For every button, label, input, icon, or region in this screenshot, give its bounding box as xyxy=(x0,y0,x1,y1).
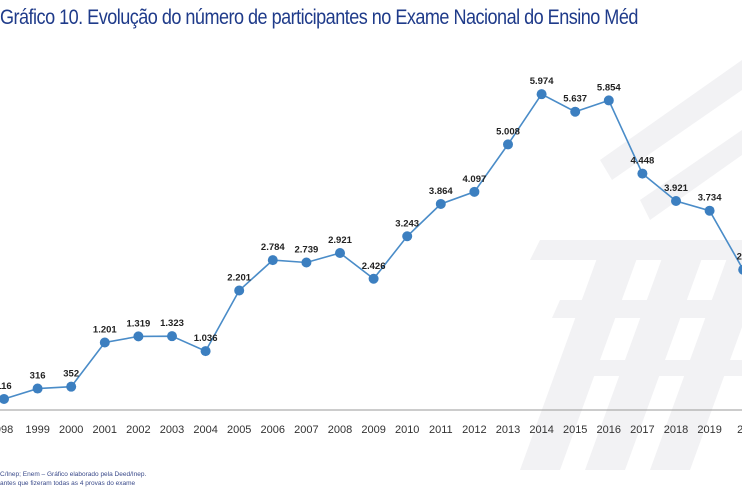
footnote-note: antes que fizeram todas as 4 provas do e… xyxy=(0,480,136,487)
x-tick-label: 2017 xyxy=(630,424,654,436)
data-point xyxy=(66,381,77,392)
data-label: 1.201 xyxy=(93,325,117,336)
x-tick-label: 2011 xyxy=(429,424,453,436)
data-label: 2.784 xyxy=(261,242,285,253)
x-tick-label: 2001 xyxy=(93,424,117,436)
x-tick-label: 2018 xyxy=(664,424,688,436)
data-point xyxy=(267,255,278,266)
data-label: 1.036 xyxy=(194,333,218,344)
data-label: 5.974 xyxy=(530,76,554,87)
data-point xyxy=(234,285,245,296)
data-label: 2.739 xyxy=(295,244,319,255)
data-point xyxy=(637,168,648,179)
data-point xyxy=(133,331,144,342)
data-point xyxy=(469,186,480,197)
data-point xyxy=(738,264,742,275)
x-tick-label: 2007 xyxy=(294,424,318,436)
x-tick-label: 2016 xyxy=(597,424,621,436)
data-label: 3.734 xyxy=(698,193,722,204)
data-label: 4.448 xyxy=(631,156,655,167)
data-label: 316 xyxy=(30,371,46,382)
x-tick-label: 2014 xyxy=(529,424,553,436)
x-tick-label: 2008 xyxy=(328,424,352,436)
data-point xyxy=(301,257,312,268)
x-tick-label: 2000 xyxy=(59,424,83,436)
data-point xyxy=(32,383,43,394)
x-tick-label: 2015 xyxy=(563,424,587,436)
data-point xyxy=(99,337,110,348)
data-point xyxy=(0,393,9,404)
data-point xyxy=(536,89,547,100)
x-tick-label: 20 xyxy=(737,424,742,436)
data-point xyxy=(402,231,413,242)
data-point xyxy=(200,346,211,357)
data-label: 3.243 xyxy=(395,218,419,229)
data-point xyxy=(435,198,446,209)
data-label: 5.008 xyxy=(496,126,520,137)
x-tick-label: 2006 xyxy=(261,424,285,436)
x-tick-label: 2012 xyxy=(462,424,486,436)
data-label: 1.323 xyxy=(160,318,184,329)
x-tick-label: 2010 xyxy=(395,424,419,436)
data-point xyxy=(570,106,581,117)
data-point xyxy=(671,195,681,206)
data-label: 5.854 xyxy=(597,82,621,93)
data-label: 3.921 xyxy=(664,183,688,194)
x-tick-label: 2005 xyxy=(227,424,251,436)
x-tick-label: 2002 xyxy=(126,424,150,436)
data-label: 2.426 xyxy=(362,261,386,272)
series-line xyxy=(3,93,742,400)
data-label: 2.201 xyxy=(227,272,251,283)
x-tick-label: 2019 xyxy=(697,424,721,436)
x-tick-label: 2013 xyxy=(496,424,520,436)
x-tick-label: 2003 xyxy=(160,424,184,436)
data-label: 2.921 xyxy=(328,235,352,246)
data-label: 1.319 xyxy=(127,318,151,329)
x-tick-label: 2009 xyxy=(361,424,385,436)
data-point xyxy=(335,248,345,259)
x-tick-label: 1999 xyxy=(25,424,49,436)
data-point xyxy=(503,139,513,150)
data-point xyxy=(368,273,379,284)
data-label: 5.637 xyxy=(563,94,587,105)
x-tick-label: 998 xyxy=(0,424,13,436)
data-label: 4.097 xyxy=(463,174,487,185)
data-label: 352 xyxy=(63,369,79,380)
footnote-source: C/Inep; Enem – Gráfico elaborado pela De… xyxy=(0,471,147,478)
data-label: 116 xyxy=(0,381,12,392)
data-label: 2.6 xyxy=(737,252,742,263)
data-point xyxy=(167,331,177,342)
data-point xyxy=(704,205,715,216)
data-label: 3.864 xyxy=(429,186,453,197)
chart-title: Gráfico 10. Evolução do número de partic… xyxy=(0,6,638,29)
x-tick-label: 2004 xyxy=(193,424,217,436)
data-point xyxy=(603,95,614,106)
